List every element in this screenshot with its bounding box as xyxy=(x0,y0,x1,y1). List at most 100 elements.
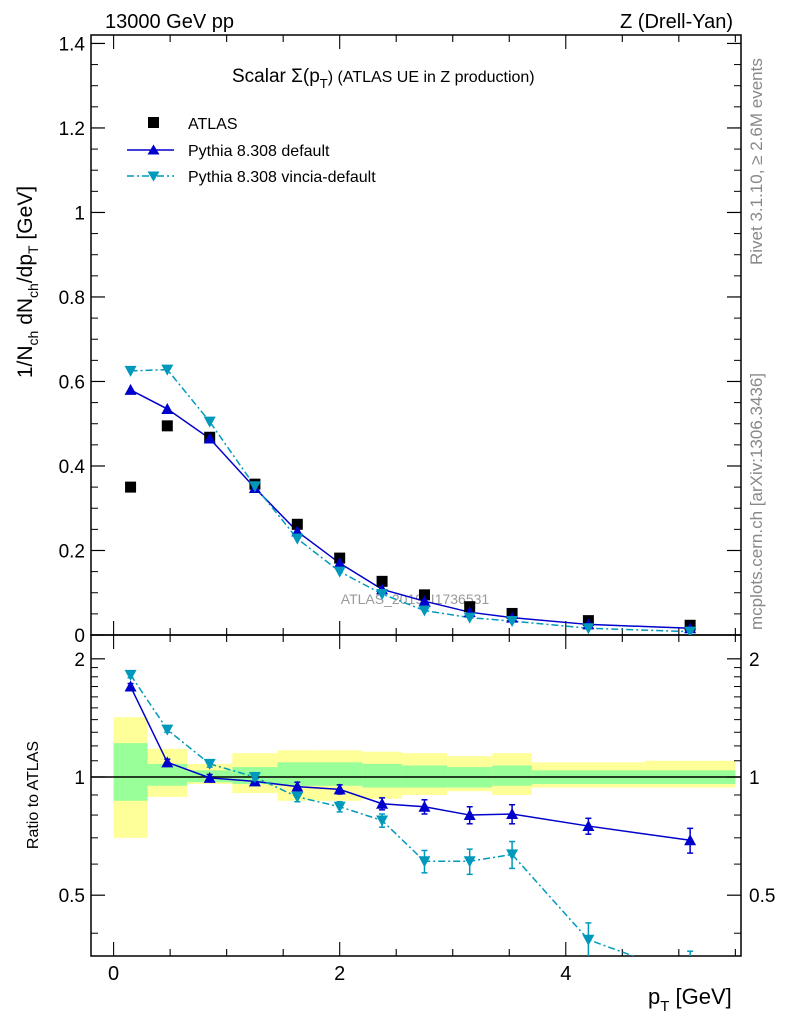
ratio-point-vincia xyxy=(291,791,304,803)
ratio-uncertainty-bands xyxy=(91,717,741,838)
ratio-point-default xyxy=(506,807,519,819)
band-inner xyxy=(362,763,402,788)
ratio-point-default xyxy=(418,800,431,812)
legend-marker-default xyxy=(147,144,160,155)
ratio-point-default xyxy=(333,783,346,795)
xlabel-sub: T xyxy=(660,998,669,1015)
axis-ticks: 0 0.2 0.4 0.6 0.8 1 1.2 1.4 0 2 4 0.5 0.5 1 1 2 2 xyxy=(59,34,776,985)
main-ylabel: 1/Nch dNch/dpT [GeV] xyxy=(14,186,41,378)
ratio-xtick-label: 4 xyxy=(560,963,571,985)
ratio-data-layer xyxy=(124,669,697,983)
ratio-point-default xyxy=(376,797,389,809)
main-ytick-label: 0.6 xyxy=(59,372,85,393)
band-inner xyxy=(317,762,363,786)
ratio-ytick-label: 1 xyxy=(74,768,85,789)
header-left: 13000 GeV pp xyxy=(105,11,234,33)
ratio-frame xyxy=(90,634,742,957)
main-data-layer xyxy=(124,364,697,635)
main-point-default xyxy=(124,383,137,395)
band-inner xyxy=(113,743,148,801)
xlabel-tail: [GeV] xyxy=(669,984,731,1009)
ratio-ytick-label-right: 2 xyxy=(749,650,760,671)
ratio-point-default xyxy=(684,834,697,846)
main-line-vincia xyxy=(130,368,691,633)
legend: ATLAS Pythia 8.308 default Pythia 8.308 … xyxy=(127,116,376,186)
main-point-default xyxy=(418,595,431,607)
ylabel-part-6: [GeV] xyxy=(14,186,37,246)
header-right: Z (Drell-Yan) xyxy=(620,11,733,33)
ratio-point-vincia xyxy=(582,934,595,946)
main-point-default xyxy=(161,402,174,414)
ylabel-part-2: dN xyxy=(14,298,37,331)
main-point-default xyxy=(333,557,346,569)
main-point-default xyxy=(203,432,216,444)
ylabel-part-1: ch xyxy=(25,331,41,346)
main-ytick-label: 0.2 xyxy=(59,541,85,562)
main-point-atlas xyxy=(291,518,303,530)
ylabel-part-4: /dp xyxy=(14,254,37,283)
main-point-atlas xyxy=(125,481,137,493)
ratio-point-vincia xyxy=(333,801,346,813)
ratio-point-vincia xyxy=(203,758,216,770)
legend-label-default: Pythia 8.308 default xyxy=(188,143,330,160)
band-inner xyxy=(147,763,188,786)
main-ytick-label: 1.2 xyxy=(59,119,85,140)
main-point-vincia xyxy=(582,623,595,635)
ratio-line-vincia xyxy=(129,674,636,956)
ratio-ytick-label-right: 0.5 xyxy=(749,886,775,907)
ratio-point-vincia xyxy=(418,856,431,868)
legend-label-vincia: Pythia 8.308 vincia-default xyxy=(188,169,376,186)
main-point-vincia xyxy=(333,566,346,578)
main-point-vincia xyxy=(248,481,261,493)
main-ytick-label: 1 xyxy=(74,203,85,224)
ratio-point-vincia xyxy=(463,856,476,868)
ratio-ylabel: Ratio to ATLAS xyxy=(25,741,42,849)
ratio-point-vincia xyxy=(124,669,137,681)
ratio-point-vincia xyxy=(161,724,174,736)
main-point-vincia xyxy=(418,605,431,617)
legend-marker-vincia xyxy=(147,171,160,182)
ratio-point-vincia xyxy=(248,772,261,784)
ylabel-part-0: 1/N xyxy=(14,345,37,378)
xlabel-main: p xyxy=(648,984,660,1009)
main-point-vincia xyxy=(161,364,174,376)
ratio-ytick-label: 0.5 xyxy=(59,886,85,907)
legend-label-atlas: ATLAS xyxy=(188,116,238,133)
ratio-ytick-label-right: 1 xyxy=(749,768,760,789)
ratio-point-default xyxy=(291,780,304,792)
main-title-sub: T xyxy=(320,76,328,91)
main-point-vincia xyxy=(291,533,304,545)
main-point-vincia xyxy=(203,416,216,428)
legend-marker-atlas xyxy=(148,117,159,128)
main-line-default xyxy=(130,389,691,629)
ratio-xtick-label: 2 xyxy=(334,963,345,985)
band-inner xyxy=(492,765,532,786)
ylabel-part-5: T xyxy=(25,245,41,254)
ratio-xtick-label: 0 xyxy=(108,963,119,985)
band-inner xyxy=(277,762,318,786)
ratio-point-default xyxy=(463,809,476,821)
ratio-point-vincia xyxy=(506,849,519,861)
ratio-line-default xyxy=(129,686,691,842)
ratio-ytick-label: 2 xyxy=(74,650,85,671)
ratio-point-default xyxy=(582,820,595,832)
main-point-vincia xyxy=(506,616,519,628)
main-point-vincia xyxy=(684,626,697,635)
mcplots-label: mcplots.cern.ch [arXiv:1306.3436] xyxy=(747,373,766,630)
main-ytick-label: 1.4 xyxy=(59,34,86,55)
rivet-label: Rivet 3.1.10, ≥ 2.6M events xyxy=(747,58,766,265)
main-point-vincia xyxy=(463,612,476,624)
ratio-point-vincia xyxy=(376,815,389,827)
main-title: Scalar Σ(pT) (ATLAS UE in Z production) xyxy=(232,66,535,91)
ratio-point-vincia xyxy=(684,972,696,983)
main-point-atlas xyxy=(161,420,173,432)
ratio-point-default xyxy=(124,680,137,692)
main-point-atlas xyxy=(418,589,430,601)
main-ytick-label: 0.8 xyxy=(59,288,85,309)
ylabel-part-3: ch xyxy=(25,283,41,298)
main-point-vincia xyxy=(124,365,137,377)
main-ytick-label: 0 xyxy=(74,626,85,647)
x-axis-label: pT [GeV] xyxy=(648,984,732,1015)
main-point-atlas xyxy=(376,575,388,587)
